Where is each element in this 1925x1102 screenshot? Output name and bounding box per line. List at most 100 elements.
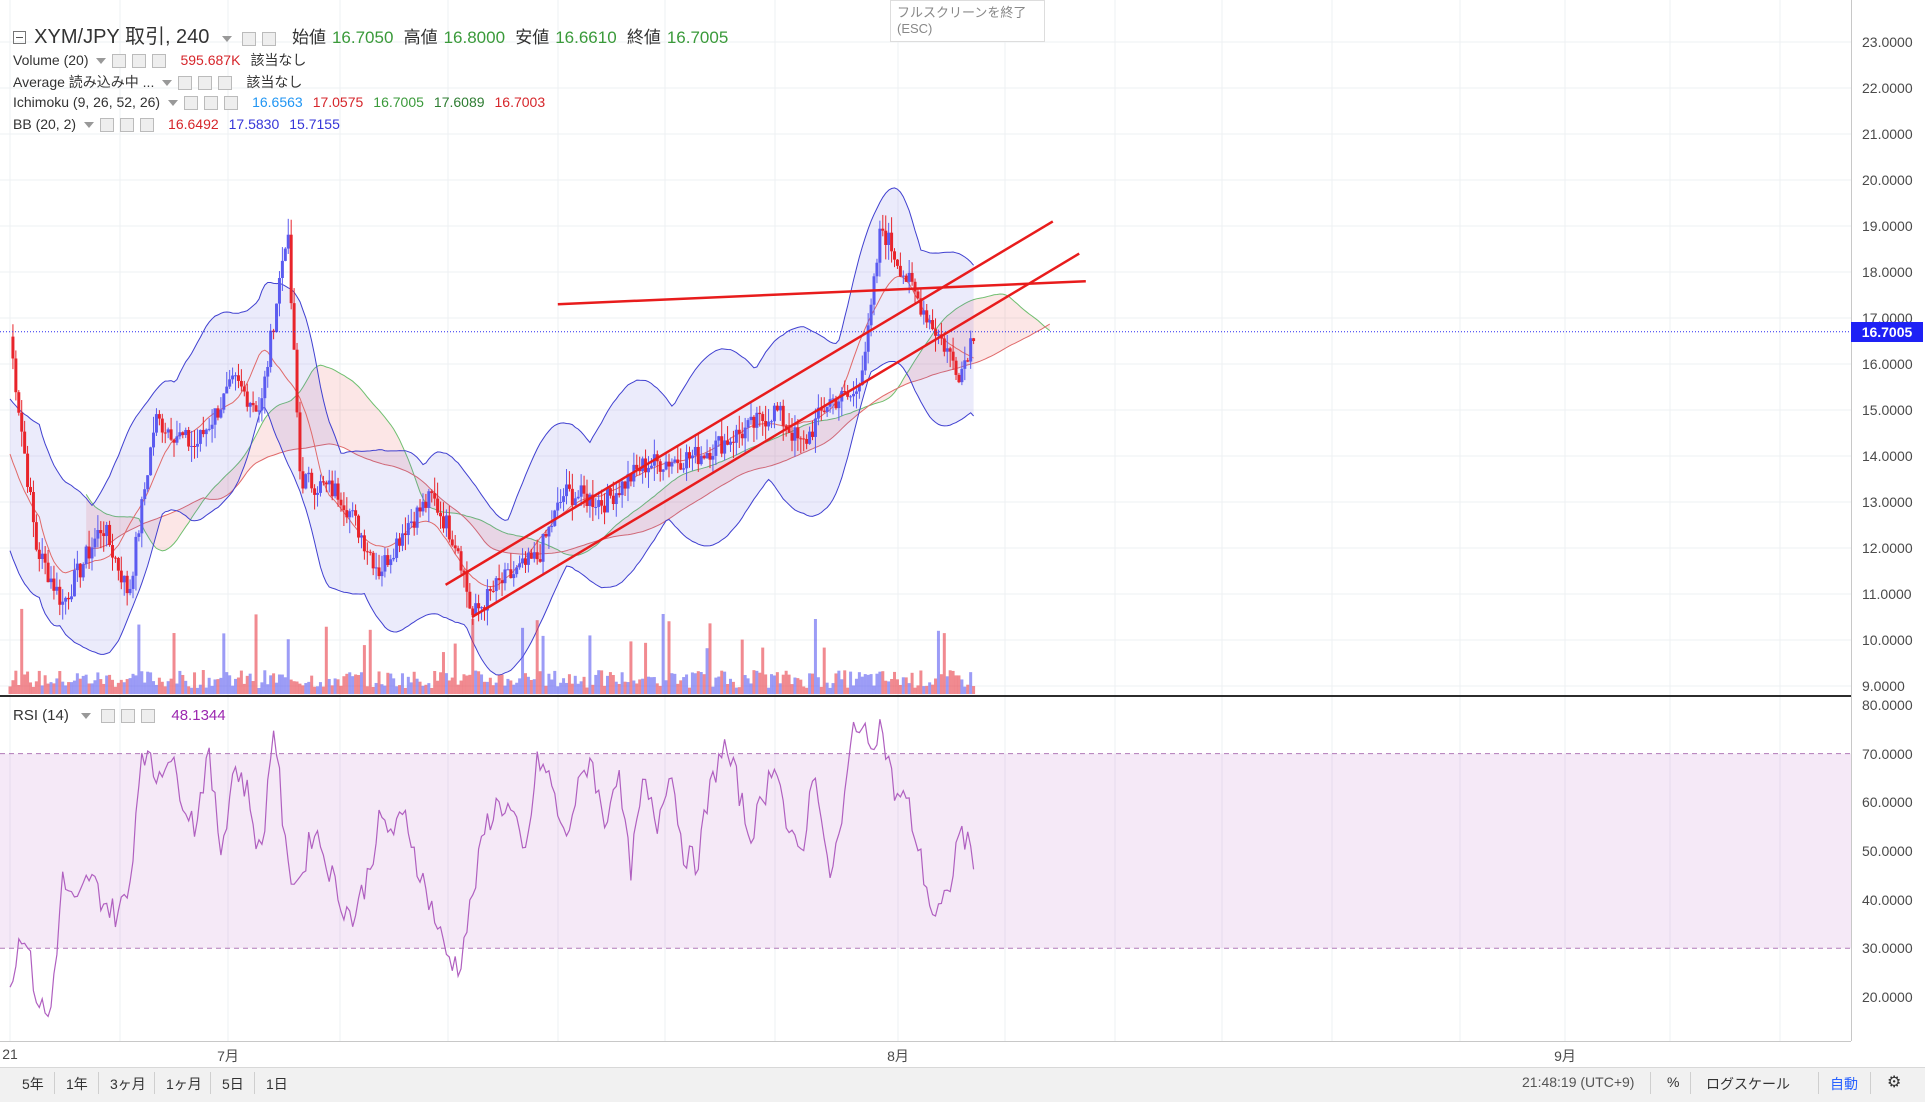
log-scale-toggle[interactable]: ログスケール — [1706, 1076, 1790, 1092]
candle-body — [304, 474, 308, 489]
candle-body — [58, 586, 62, 605]
candle-body — [471, 608, 475, 616]
volume-bar — [228, 675, 232, 694]
volume-bar — [649, 677, 653, 694]
candle-body — [629, 474, 633, 482]
timezone-display[interactable]: 21:48:19 (UTC+9) — [1522, 1074, 1635, 1090]
bb-upper — [9, 187, 974, 521]
eye-icon[interactable] — [178, 76, 193, 91]
candle-body — [40, 553, 44, 559]
candle-body — [898, 265, 902, 277]
candle-body — [102, 533, 106, 537]
candle-body — [972, 338, 976, 342]
close-icon[interactable] — [141, 709, 156, 724]
candle-body — [116, 557, 120, 571]
eye-icon[interactable] — [100, 118, 115, 133]
close-icon[interactable] — [152, 54, 167, 69]
settings-icon[interactable] — [121, 709, 136, 724]
range-button[interactable]: 1ヶ月 — [166, 1076, 202, 1092]
volume-bar — [365, 686, 369, 694]
pane-separator[interactable] — [0, 695, 1925, 697]
symbol-title[interactable]: XYM/JPY 取引, 240 — [34, 26, 210, 48]
rsi-tick-label: 30.0000 — [1862, 940, 1913, 957]
volume-bar — [204, 687, 208, 694]
range-button[interactable]: 1日 — [266, 1076, 288, 1092]
volume-bar — [497, 675, 501, 694]
chevron-down-icon[interactable] — [81, 713, 92, 720]
price-axis[interactable] — [1851, 0, 1925, 1041]
range-button[interactable]: 3ヶ月 — [110, 1076, 146, 1092]
auto-scale-toggle[interactable]: 自動 — [1830, 1076, 1858, 1092]
candle-body — [280, 260, 284, 278]
range-button[interactable]: 5年 — [22, 1076, 44, 1092]
volume-bar — [318, 682, 322, 694]
eye-icon[interactable] — [241, 32, 256, 47]
settings-icon[interactable] — [204, 96, 219, 111]
candle-body — [383, 555, 387, 572]
rsi-label[interactable]: RSI (14) — [13, 707, 69, 724]
candle-body — [222, 393, 226, 410]
volume-bar — [254, 614, 258, 694]
close-icon[interactable] — [224, 96, 239, 111]
price-chart-pane[interactable] — [0, 0, 1851, 695]
candle-body — [389, 559, 393, 566]
eye-icon[interactable] — [112, 54, 127, 69]
percent-toggle[interactable]: % — [1667, 1074, 1680, 1090]
candle-body — [854, 391, 858, 394]
eye-icon[interactable] — [184, 96, 199, 111]
chevron-down-icon[interactable] — [96, 58, 107, 65]
range-button[interactable]: 1年 — [66, 1076, 88, 1092]
volume-bar — [406, 676, 410, 694]
volume-bar — [389, 673, 393, 694]
eye-icon[interactable] — [101, 709, 116, 724]
chevron-down-icon[interactable] — [168, 100, 179, 107]
volume-bar — [866, 674, 870, 694]
volume-bar — [222, 633, 226, 694]
candle-body — [787, 428, 791, 433]
volume-bar — [562, 678, 566, 694]
chevron-down-icon[interactable] — [162, 80, 173, 87]
candle-body — [729, 441, 733, 445]
rsi-chart-svg[interactable] — [0, 697, 1851, 1041]
volume-bar — [623, 681, 627, 694]
volume-bar — [755, 670, 759, 694]
candle-body — [863, 351, 867, 371]
indicator-label[interactable]: BB (20, 2) — [13, 116, 77, 132]
candle-body — [257, 410, 261, 412]
indicator-label[interactable]: Volume (20) — [13, 52, 89, 68]
rsi-chart-pane[interactable] — [0, 697, 1851, 1041]
candle-body — [802, 438, 806, 440]
indicator-label[interactable]: Average 読み込み中 ... — [13, 74, 155, 90]
time-axis[interactable] — [0, 1041, 1851, 1068]
volume-bar — [767, 687, 771, 694]
candle-body — [275, 303, 279, 333]
volume-bar — [729, 678, 733, 694]
candle-body — [588, 494, 592, 507]
settings-icon[interactable] — [132, 54, 147, 69]
candle-body — [93, 538, 97, 548]
settings-icon[interactable] — [198, 76, 213, 91]
price-chart-svg[interactable] — [0, 0, 1851, 695]
volume-bar — [260, 682, 264, 694]
candle-body — [720, 436, 724, 454]
volume-bar — [96, 672, 100, 694]
settings-icon[interactable] — [261, 32, 276, 47]
volume-bar — [436, 680, 440, 694]
candle-body — [696, 446, 700, 465]
volume-bar — [395, 686, 399, 694]
range-button[interactable]: 5日 — [222, 1076, 244, 1092]
candle-body — [714, 440, 718, 456]
chevron-down-icon[interactable] — [84, 122, 95, 129]
divider — [54, 1072, 55, 1094]
candle-body — [433, 493, 437, 499]
settings-icon[interactable] — [120, 118, 135, 133]
candle-body — [690, 455, 694, 459]
volume-bar — [910, 672, 914, 694]
close-icon[interactable] — [140, 118, 155, 133]
gear-icon[interactable]: ⚙ — [1887, 1074, 1902, 1091]
close-icon[interactable] — [218, 76, 233, 91]
indicator-label[interactable]: Ichimoku (9, 26, 52, 26) — [13, 94, 161, 110]
volume-bar — [84, 674, 88, 694]
chevron-down-icon[interactable] — [221, 36, 232, 43]
minus-box-icon[interactable] — [13, 31, 26, 44]
